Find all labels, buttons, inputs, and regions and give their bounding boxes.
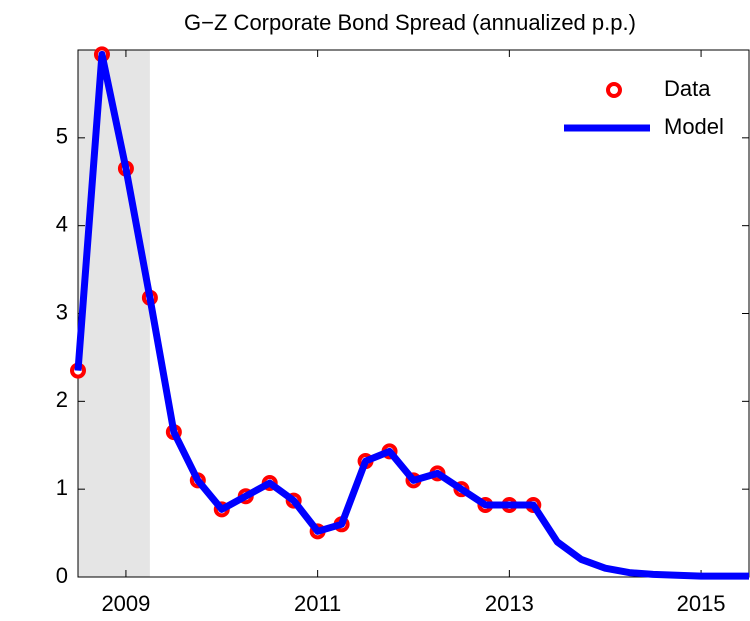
chart-title: G−Z Corporate Bond Spread (annualized p.… <box>184 10 636 35</box>
legend-label: Model <box>664 114 724 139</box>
y-tick-label: 4 <box>56 211 68 236</box>
x-tick-label: 2013 <box>485 591 534 616</box>
x-tick-label: 2009 <box>101 591 150 616</box>
x-tick-label: 2015 <box>677 591 726 616</box>
y-tick-label: 5 <box>56 124 68 149</box>
shaded-region <box>78 50 150 577</box>
y-tick-label: 0 <box>56 563 68 588</box>
model-line <box>74 50 749 580</box>
y-tick-label: 2 <box>56 387 68 412</box>
legend-label: Data <box>664 76 711 101</box>
y-tick-label: 1 <box>56 475 68 500</box>
y-tick-label: 3 <box>56 299 68 324</box>
x-tick-label: 2011 <box>294 591 341 616</box>
legend-marker <box>606 82 622 98</box>
